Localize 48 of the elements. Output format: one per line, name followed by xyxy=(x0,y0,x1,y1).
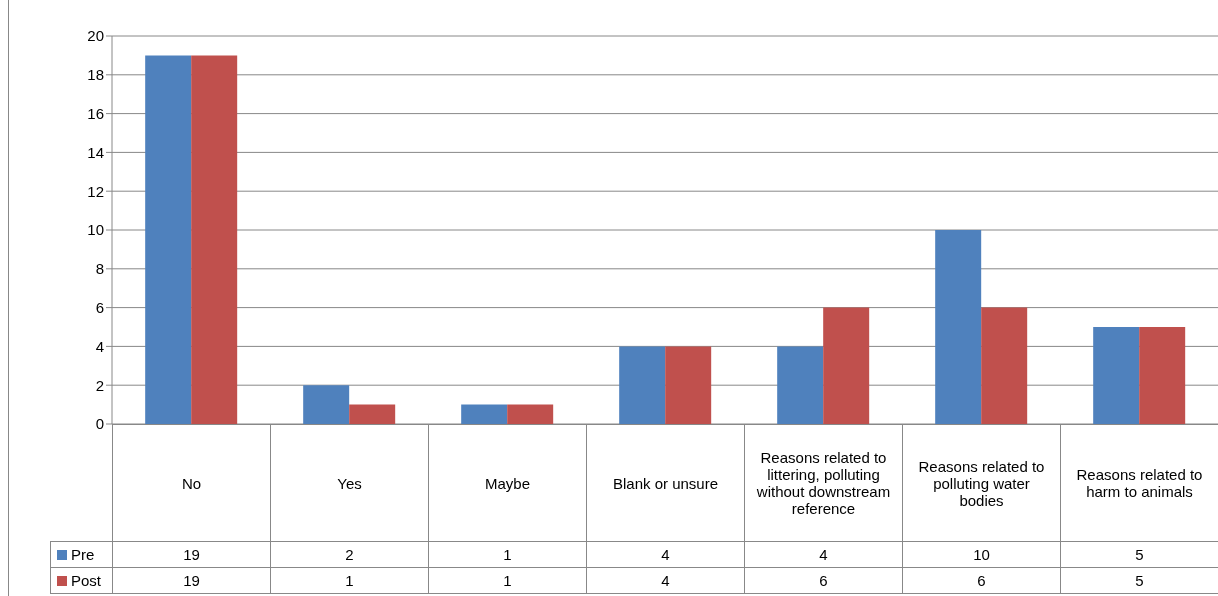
bar xyxy=(935,230,982,424)
y-tick-label: 8 xyxy=(95,260,104,278)
legend-label: Pre xyxy=(50,541,113,568)
y-tick-label: 20 xyxy=(87,27,104,45)
data-label: 10 xyxy=(902,541,1061,568)
bar xyxy=(461,404,508,424)
y-tick-label: 6 xyxy=(95,298,104,316)
bar xyxy=(1093,327,1140,424)
data-label: 19 xyxy=(112,567,271,594)
x-tick-label: Reasons related to polluting water bodies xyxy=(902,424,1061,542)
data-label: 5 xyxy=(1060,541,1218,568)
x-tick-label: Blank or unsure xyxy=(586,424,745,542)
y-tick-label: 10 xyxy=(87,221,104,239)
legend-label: Post xyxy=(50,567,113,594)
x-tick-label: Yes xyxy=(270,424,429,542)
bar xyxy=(619,346,666,424)
data-label: 4 xyxy=(586,541,745,568)
data-label: 4 xyxy=(744,541,903,568)
bar xyxy=(777,346,824,424)
data-label: 1 xyxy=(428,541,587,568)
y-tick-label: 0 xyxy=(95,415,104,433)
x-tick-label: No xyxy=(112,424,271,542)
data-label: 2 xyxy=(270,541,429,568)
y-tick-label: 18 xyxy=(87,66,104,84)
data-label: 19 xyxy=(112,541,271,568)
bar xyxy=(665,346,712,424)
x-tick-label: Maybe xyxy=(428,424,587,542)
x-tick-label: Reasons related to littering, polluting without downstream reference xyxy=(744,424,903,542)
bar xyxy=(303,385,350,424)
x-tick-label: Reasons related to harm to animals xyxy=(1060,424,1218,542)
bar xyxy=(823,307,870,424)
y-tick-label: 2 xyxy=(95,376,104,394)
bar xyxy=(191,55,238,424)
y-tick-label: 14 xyxy=(87,143,104,161)
y-tick-label: 16 xyxy=(87,104,104,122)
bar xyxy=(507,404,554,424)
y-tick-label: 12 xyxy=(87,182,104,200)
data-label: 6 xyxy=(744,567,903,594)
data-label: 4 xyxy=(586,567,745,594)
bar xyxy=(981,307,1028,424)
y-tick-label: 4 xyxy=(95,337,104,355)
data-label: 5 xyxy=(1060,567,1218,594)
data-label: 1 xyxy=(428,567,587,594)
data-label: 6 xyxy=(902,567,1061,594)
bar xyxy=(349,404,396,424)
bar xyxy=(145,55,192,424)
data-label: 1 xyxy=(270,567,429,594)
bar xyxy=(1139,327,1186,424)
